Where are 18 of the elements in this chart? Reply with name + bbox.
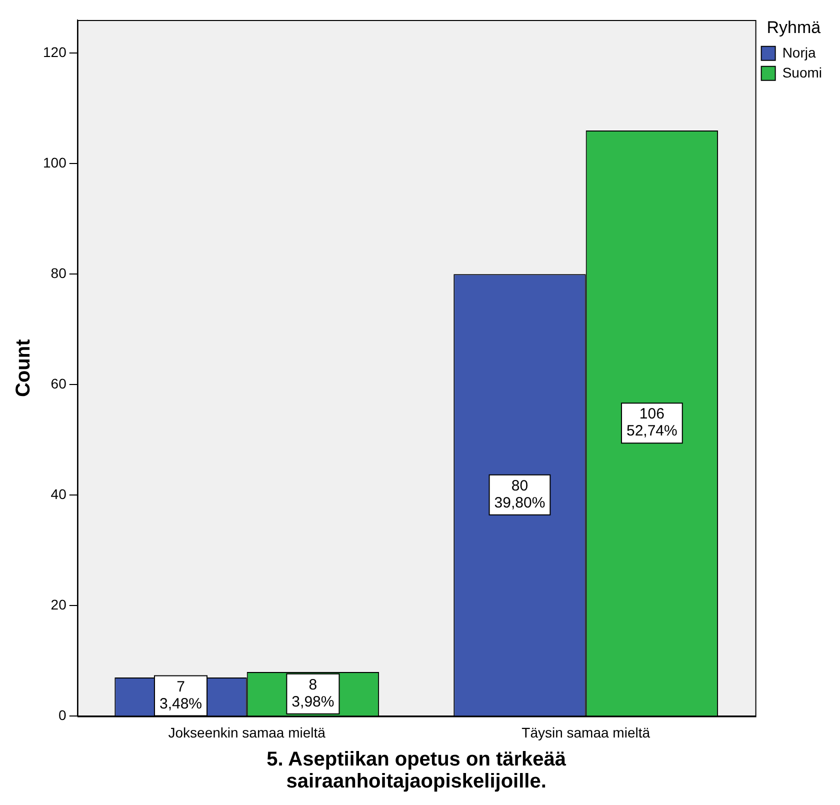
data-label: 80 39,80% — [494, 478, 546, 512]
x-tick-label: Jokseenkin samaa mieltä — [168, 724, 326, 740]
data-label: 106 52,74% — [626, 406, 678, 440]
data-label: 8 3,98% — [292, 676, 334, 710]
y-tick-label: 0 — [58, 707, 67, 724]
data-label: 7 3,48% — [159, 678, 202, 712]
y-tick-label: 100 — [43, 154, 67, 171]
legend-title: Ryhmä — [766, 18, 822, 38]
legend-label: Suomi — [782, 64, 822, 80]
x-axis-title: 5. Aseptiikan opetus on tärkeää sairaanhoitajaopiskelijoille. — [266, 748, 567, 793]
y-tick-label: 40 — [50, 486, 67, 502]
y-tick-label: 120 — [43, 44, 67, 60]
y-tick-label: 80 — [50, 265, 67, 282]
legend-label: Norja — [782, 44, 816, 60]
y-tick-label: 20 — [50, 596, 67, 613]
x-tick-label: Täysin samaa mieltä — [522, 724, 650, 740]
y-tick-label: 60 — [50, 376, 67, 392]
y-axis-title: Count — [12, 338, 35, 397]
